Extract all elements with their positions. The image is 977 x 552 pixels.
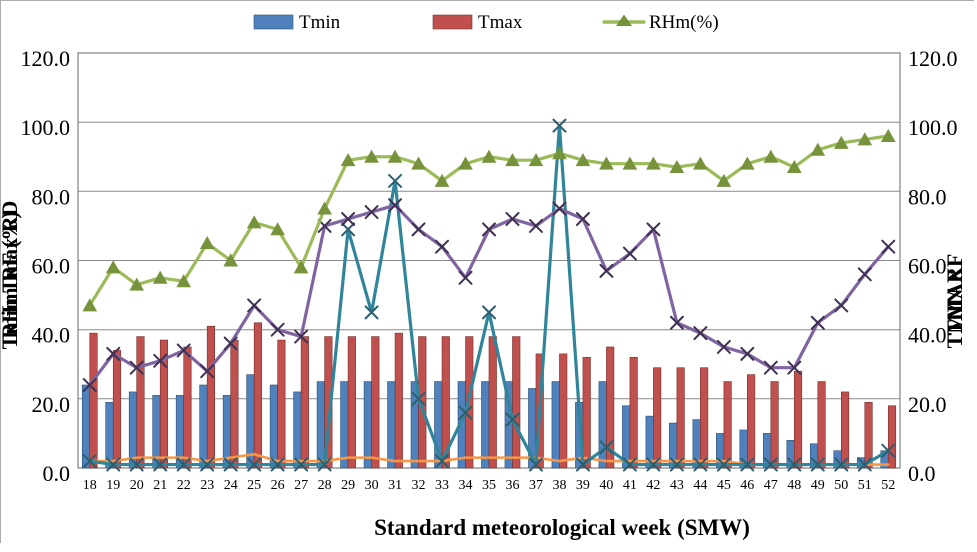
svg-text:21: 21	[153, 478, 167, 493]
svg-text:40: 40	[599, 478, 613, 493]
svg-text:22: 22	[177, 478, 191, 493]
svg-text:34: 34	[459, 478, 473, 493]
svg-text:24: 24	[224, 478, 238, 493]
svg-text:20.0: 20.0	[32, 392, 71, 417]
svg-text:51: 51	[858, 478, 872, 493]
svg-text:TMIN RF: TMIN RF	[942, 254, 967, 349]
svg-text:RHm(%): RHm(%)	[649, 12, 719, 33]
svg-text:Standard meteorological week (: Standard meteorological week (SMW)	[374, 515, 750, 540]
svg-text:100.0: 100.0	[908, 115, 958, 140]
svg-text:40.0: 40.0	[908, 323, 947, 348]
svg-text:27: 27	[294, 478, 308, 493]
svg-text:18: 18	[83, 478, 97, 493]
svg-text:45: 45	[717, 478, 731, 493]
svg-text:0.0: 0.0	[908, 461, 936, 486]
svg-text:42: 42	[646, 478, 660, 493]
svg-text:100.0: 100.0	[21, 115, 71, 140]
svg-text:39: 39	[576, 478, 590, 493]
svg-text:26: 26	[271, 478, 285, 493]
svg-text:35: 35	[482, 478, 496, 493]
svg-text:29: 29	[341, 478, 355, 493]
svg-text:48: 48	[787, 478, 801, 493]
svg-text:20.0: 20.0	[908, 392, 947, 417]
svg-text:38: 38	[553, 478, 567, 493]
svg-text:32: 32	[412, 478, 426, 493]
svg-text:Tmax: Tmax	[478, 12, 523, 33]
svg-text:0.0: 0.0	[43, 461, 71, 486]
svg-text:120.0: 120.0	[21, 46, 71, 71]
svg-text:Tmin Tmax RD: Tmin Tmax RD	[1, 201, 22, 350]
svg-text:Tmin: Tmin	[299, 12, 341, 33]
svg-text:30: 30	[365, 478, 379, 493]
svg-text:120.0: 120.0	[908, 46, 958, 71]
svg-text:49: 49	[811, 478, 825, 493]
svg-text:46: 46	[740, 478, 754, 493]
svg-text:19: 19	[106, 478, 120, 493]
svg-text:23: 23	[200, 478, 214, 493]
svg-text:43: 43	[670, 478, 684, 493]
svg-text:80.0: 80.0	[32, 184, 71, 209]
svg-text:60.0: 60.0	[32, 254, 71, 279]
svg-text:31: 31	[388, 478, 402, 493]
svg-text:25: 25	[247, 478, 261, 493]
svg-text:47: 47	[764, 478, 778, 493]
svg-text:80.0: 80.0	[908, 184, 947, 209]
svg-text:50: 50	[834, 478, 848, 493]
svg-text:36: 36	[506, 478, 520, 493]
svg-text:40.0: 40.0	[32, 323, 71, 348]
svg-text:28: 28	[318, 478, 332, 493]
svg-text:44: 44	[693, 478, 707, 493]
svg-text:41: 41	[623, 478, 637, 493]
svg-text:33: 33	[435, 478, 449, 493]
svg-text:37: 37	[529, 478, 543, 493]
svg-text:52: 52	[881, 478, 895, 493]
svg-text:60.0: 60.0	[908, 254, 947, 279]
svg-text:20: 20	[130, 478, 144, 493]
